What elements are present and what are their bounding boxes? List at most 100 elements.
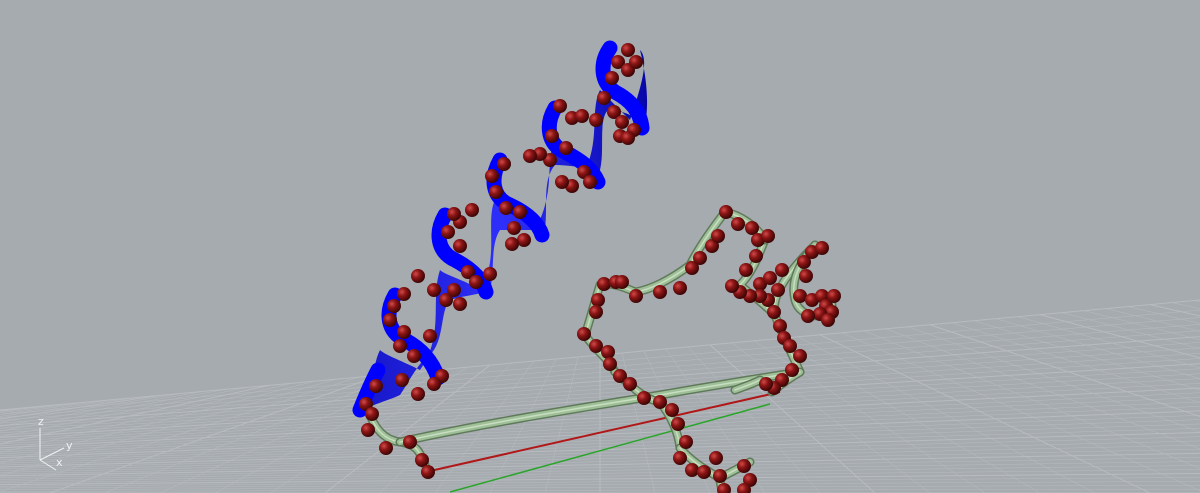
- atom-sphere: [415, 453, 429, 467]
- atom-sphere: [771, 283, 785, 297]
- atom-sphere: [613, 369, 627, 383]
- atom-sphere: [673, 281, 687, 295]
- atom-sphere: [653, 395, 667, 409]
- atom-sphere: [815, 241, 829, 255]
- atom-sphere: [775, 263, 789, 277]
- atom-sphere: [739, 263, 753, 277]
- atom-sphere: [629, 55, 643, 69]
- world-x-axis: [429, 391, 781, 472]
- atom-sphere: [589, 305, 603, 319]
- atom-sphere: [379, 441, 393, 455]
- atom-sphere: [583, 175, 597, 189]
- atom-sphere: [441, 225, 455, 239]
- atom-sphere: [461, 265, 475, 279]
- atom-sphere: [423, 329, 437, 343]
- atom-sphere: [369, 379, 383, 393]
- atom-sphere: [673, 451, 687, 465]
- atom-sphere: [679, 435, 693, 449]
- atom-sphere: [731, 217, 745, 231]
- atom-sphere: [737, 483, 751, 493]
- atom-sphere: [761, 229, 775, 243]
- atom-sphere: [821, 313, 835, 327]
- atom-sphere: [709, 451, 723, 465]
- atom-sphere: [785, 363, 799, 377]
- atom-sphere: [427, 283, 441, 297]
- atom-sphere: [615, 275, 629, 289]
- atom-sphere: [407, 349, 421, 363]
- atom-sphere: [483, 267, 497, 281]
- atom-sphere: [653, 285, 667, 299]
- atom-sphere: [577, 327, 591, 341]
- atom-sphere: [513, 205, 527, 219]
- atom-sphere: [393, 339, 407, 353]
- atom-sphere: [797, 255, 811, 269]
- atom-sphere: [523, 149, 537, 163]
- atom-sphere: [361, 423, 375, 437]
- atom-sphere: [575, 109, 589, 123]
- gizmo-z-label: z: [38, 415, 44, 428]
- atom-sphere: [665, 403, 679, 417]
- atom-sphere: [799, 269, 813, 283]
- atom-sphere: [497, 157, 511, 171]
- atom-sphere: [489, 185, 503, 199]
- atom-sphere: [685, 463, 699, 477]
- atom-sphere: [485, 169, 499, 183]
- gizmo-y-label: y: [66, 439, 73, 452]
- atom-sphere: [637, 391, 651, 405]
- atom-sphere: [453, 239, 467, 253]
- atom-sphere: [713, 469, 727, 483]
- atom-sphere: [629, 289, 643, 303]
- atom-sphere: [763, 271, 777, 285]
- axis-gizmo: z y x: [38, 415, 73, 471]
- atom-sphere: [605, 71, 619, 85]
- atom-sphere: [801, 309, 815, 323]
- atom-sphere: [589, 113, 603, 127]
- atom-sphere: [693, 251, 707, 265]
- atom-sphere: [737, 459, 751, 473]
- atom-sphere: [623, 377, 637, 391]
- atom-sphere: [773, 319, 787, 333]
- atom-sphere: [745, 221, 759, 235]
- atom-sphere: [545, 129, 559, 143]
- atom-sphere: [411, 269, 425, 283]
- atom-sphere: [589, 339, 603, 353]
- atom-sphere: [507, 221, 521, 235]
- atom-sphere: [447, 283, 461, 297]
- atom-sphere: [717, 483, 731, 493]
- atom-sphere: [827, 289, 841, 303]
- atom-sphere: [621, 43, 635, 57]
- atom-sphere: [395, 373, 409, 387]
- atom-sphere: [621, 131, 635, 145]
- atom-sphere: [397, 287, 411, 301]
- atom-sphere: [505, 237, 519, 251]
- atom-sphere: [439, 293, 453, 307]
- atom-sphere: [499, 201, 513, 215]
- atom-sphere: [555, 175, 569, 189]
- atom-sphere: [597, 91, 611, 105]
- atom-sphere: [453, 297, 467, 311]
- world-y-axis: [449, 403, 771, 493]
- atom-sphere: [397, 325, 411, 339]
- atom-sphere: [403, 435, 417, 449]
- atom-sphere: [427, 377, 441, 391]
- atom-sphere: [517, 233, 531, 247]
- atom-sphere: [671, 417, 685, 431]
- atom-sphere: [749, 249, 763, 263]
- atom-sphere: [383, 313, 397, 327]
- atom-sphere: [469, 275, 483, 289]
- atom-sphere: [465, 203, 479, 217]
- atom-sphere: [793, 349, 807, 363]
- construction-grid: [0, 299, 1200, 493]
- atom-sphere: [607, 105, 621, 119]
- atom-sphere: [611, 55, 625, 69]
- atom-sphere: [759, 377, 773, 391]
- gizmo-x-label: x: [56, 456, 63, 469]
- atom-sphere: [725, 279, 739, 293]
- atom-sphere: [719, 205, 733, 219]
- atom-sphere: [753, 289, 767, 303]
- atom-sphere: [421, 465, 435, 479]
- atom-sphere: [603, 357, 617, 371]
- atom-sphere: [597, 277, 611, 291]
